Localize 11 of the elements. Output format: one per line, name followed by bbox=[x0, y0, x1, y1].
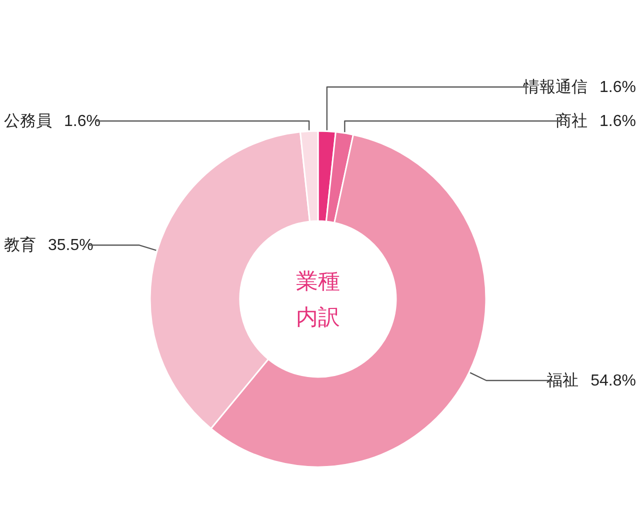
slice-label: 商社 bbox=[556, 112, 588, 130]
data-label: 1.6% bbox=[600, 78, 636, 96]
title: 業種内訳 bbox=[296, 268, 340, 330]
slice-label: 福祉 bbox=[546, 370, 579, 389]
data-label: 1.6% bbox=[64, 112, 100, 130]
slice-label: 教育 bbox=[4, 236, 36, 254]
slice-label: 情報通信 bbox=[522, 78, 588, 96]
data-label: 35.5% bbox=[48, 236, 94, 254]
slice-label: 公務員 bbox=[4, 112, 52, 130]
data-label: 54.8% bbox=[590, 372, 636, 389]
data-label: 1.6% bbox=[600, 112, 636, 130]
